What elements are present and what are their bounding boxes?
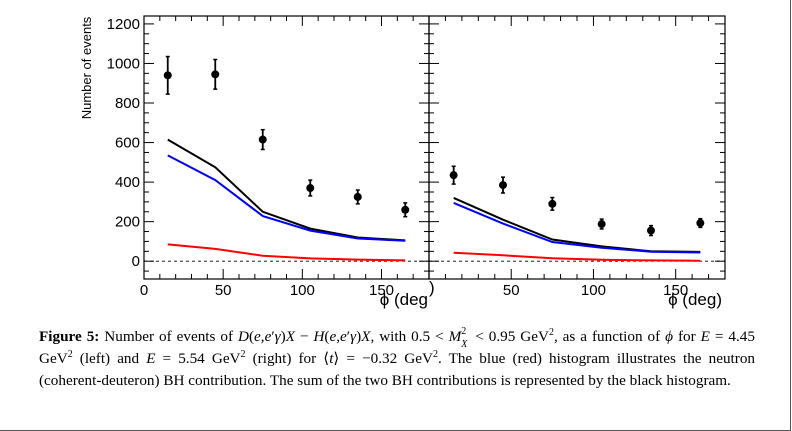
right-x-tick-label: 100 [581,282,606,299]
left-series-line-1 [167,154,406,242]
right-series-line-0 [453,196,701,253]
right-x-tick-label: 50 [503,282,520,299]
left-data-point [306,184,315,193]
left-panel: 0 200 400 600 800 1000 1200 0 50 100 150 [107,15,430,299]
right-series-line-2 [453,251,701,262]
caption-label: Figure 5: [39,328,100,345]
left-y-tick-label: 1000 [107,55,140,72]
left-y-tick-label: 600 [115,135,140,152]
right-x-tick-label: 150 [663,282,688,299]
left-data-point [258,135,267,144]
left-data-point [401,205,410,214]
right-data-point [597,220,606,229]
left-series-line-2 [167,243,406,262]
right-data-point [647,226,655,235]
left-x-tick-label: 50 [215,282,232,299]
left-y-tick-label: 1200 [107,16,140,33]
left-y-tick-label: 0 [132,253,140,270]
left-y-tick-label: 800 [115,95,140,112]
y-axis-title: Number of events [79,16,94,119]
right-data-point [499,181,507,190]
right-series-line-1 [453,201,701,254]
left-data-point [163,71,172,80]
left-x-axis-title-paren: ) [429,278,435,297]
right-panel: 50 100 150 [428,15,726,299]
left-x-axis-title: ϕ (deg [380,290,428,309]
left-data-point [211,70,220,79]
right-axis-frame [428,15,726,280]
left-x-tick-label: 0 [140,282,148,299]
right-data-point [696,219,705,228]
left-y-tick-label: 200 [115,214,140,231]
figure-caption: Figure 5: Number of events of D(e,e′γ)X … [39,326,756,389]
left-data-point [353,192,362,201]
right-data-point [548,199,557,208]
left-x-tick-label: 100 [290,282,315,299]
left-y-tick-label: 400 [115,174,140,191]
right-data-point [449,171,458,180]
left-series-line-0 [167,138,406,242]
left-x-tick-label: 150 [369,282,394,299]
right-x-axis-title: ϕ (deg) [668,290,722,309]
